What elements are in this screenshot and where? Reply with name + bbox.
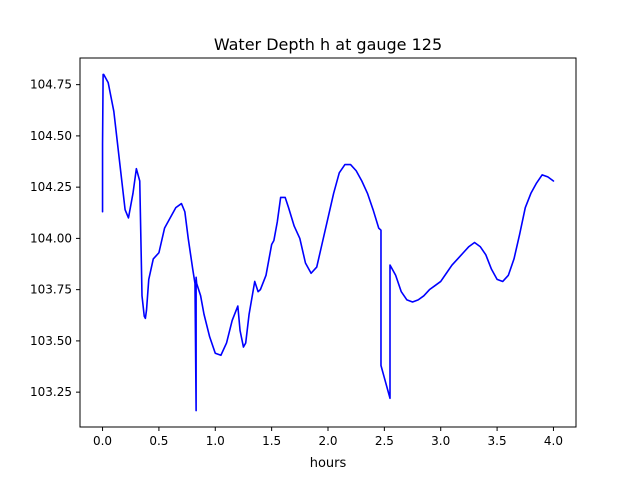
x-tick-label: 0.0: [93, 434, 112, 448]
series-layer: [101, 73, 555, 412]
y-tick-label: 103.50: [30, 334, 72, 348]
y-tick-label: 104.50: [30, 129, 72, 143]
x-tick-label: 4.0: [544, 434, 563, 448]
plot-area: [80, 58, 576, 427]
y-tick-label: 103.75: [30, 283, 72, 297]
y-tick-label: 103.25: [30, 385, 72, 399]
x-tick-label: 2.5: [375, 434, 394, 448]
x-tick-label: 2.0: [318, 434, 337, 448]
y-tick-label: 104.25: [30, 180, 72, 194]
y-tick-label: 104.75: [30, 78, 72, 92]
series-line: [101, 73, 555, 412]
x-axis-label: hours: [310, 456, 347, 471]
plot-frame: [79, 57, 577, 428]
x-tick-label: 0.5: [149, 434, 168, 448]
x-tick-label: 3.5: [488, 434, 507, 448]
x-tick-label: 3.0: [431, 434, 450, 448]
y-tick-label: 104.00: [30, 231, 72, 245]
chart-title: Water Depth h at gauge 125: [214, 35, 442, 54]
x-axis: 0.0 0.5 1.0 1.5 2.0 2.5 3.0 3.5 4.0: [93, 427, 563, 448]
x-tick-label: 1.0: [206, 434, 225, 448]
x-tick-label: 1.5: [262, 434, 281, 448]
y-axis: 103.25 103.50 103.75 104.00 104.25 104.50 104.…: [30, 78, 80, 399]
